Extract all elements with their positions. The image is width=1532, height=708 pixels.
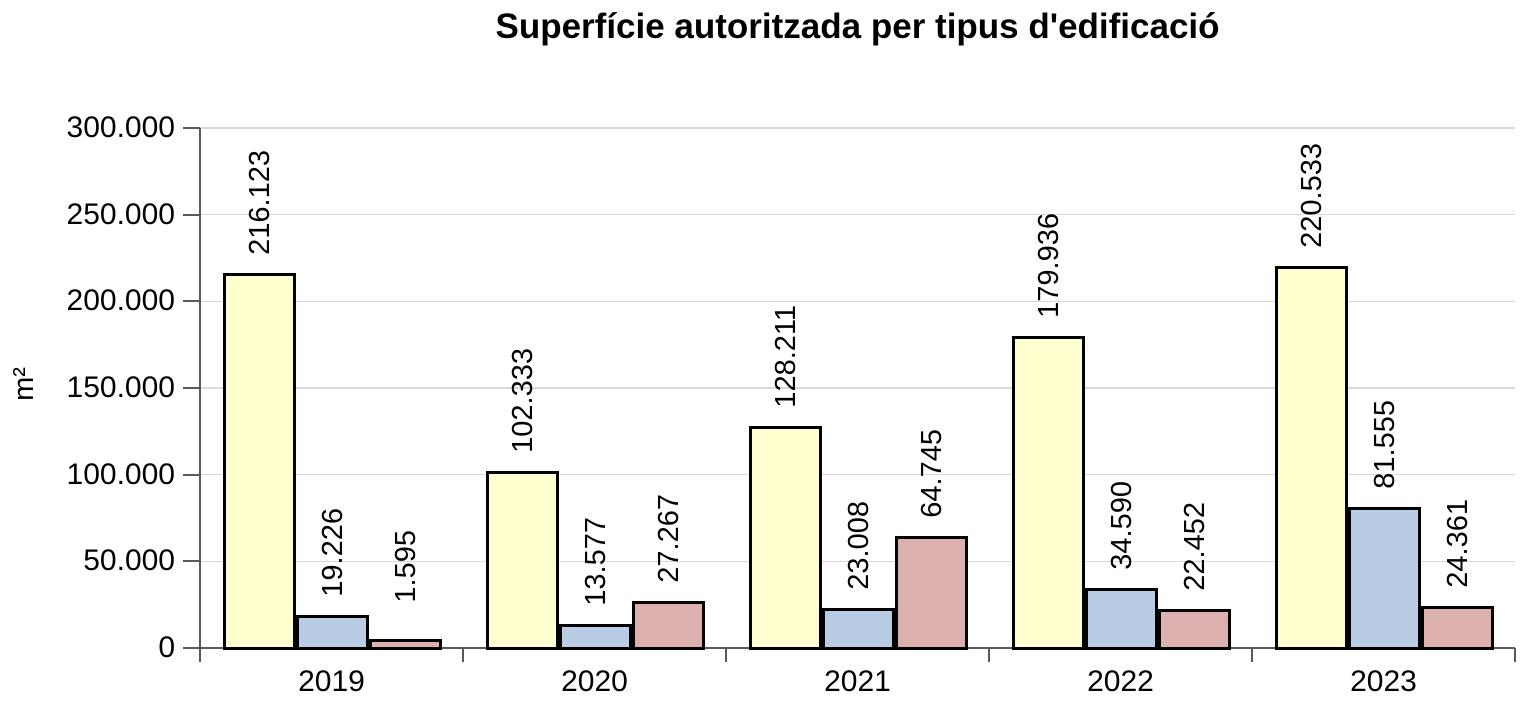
chart-title: Superfície autoritzada per tipus d'edifi… [495,7,1220,46]
y-axis-tick-label: 100.000 [66,457,175,491]
y-axis-tick-label: 200.000 [66,284,175,318]
bar-value-label: 216.123 [243,150,276,255]
y-tick-mark [183,560,200,563]
x-tick-mark [988,648,990,662]
bar-value-label: 34.590 [1105,481,1138,570]
bar-serie-rosa-2019 [369,639,442,650]
bar-serie-blava-2019 [296,615,369,650]
x-axis-category-label: 2019 [298,665,365,698]
bar-value-label: 27.267 [652,494,685,583]
x-tick-mark [1251,648,1253,662]
gridline [200,300,1515,303]
bar-value-label: 24.361 [1441,499,1474,588]
bar-value-label: 23.008 [842,501,875,590]
y-tick-mark [183,473,200,476]
y-axis-line [199,128,201,662]
x-tick-mark [1514,648,1516,662]
gridline [200,213,1515,216]
bar-serie-groga-2021 [749,426,822,650]
y-tick-mark [183,387,200,389]
gridline [200,127,1515,129]
y-axis-tick-label: 150.000 [66,371,175,404]
bar-serie-blava-2023 [1348,507,1421,650]
x-axis-category-label: 2023 [1350,665,1417,698]
bar-value-label: 13.577 [579,517,612,606]
bar-serie-rosa-2023 [1421,606,1494,650]
bar-value-label: 1.595 [389,530,422,603]
bar-value-label: 179.936 [1032,213,1065,318]
bar-serie-rosa-2021 [895,536,968,650]
bar-value-label: 102.333 [506,348,539,453]
x-tick-mark [462,648,464,662]
y-axis-tick-label: 50.000 [83,544,175,578]
bar-serie-groga-2020 [486,471,559,650]
bar-serie-groga-2023 [1275,266,1348,650]
bar-serie-groga-2019 [223,273,296,650]
bar-value-label: 81.555 [1368,400,1401,489]
bar-serie-groga-2022 [1012,336,1085,650]
gridline [200,473,1515,476]
y-axis-tick-label: 250.000 [66,197,175,231]
gridline [200,560,1515,563]
y-axis-tick-label: 0 [158,631,175,664]
y-axis-tick-label: 300.000 [66,111,175,144]
x-axis-category-label: 2021 [824,665,891,698]
bar-value-label: 220.533 [1295,143,1328,248]
x-tick-mark [725,648,727,662]
bar-serie-rosa-2020 [632,601,705,650]
bar-serie-blava-2020 [559,624,632,650]
y-tick-mark [183,213,200,216]
bar-value-label: 19.226 [316,508,349,597]
x-axis-category-label: 2020 [561,665,628,698]
bar-value-label: 64.745 [915,429,948,518]
bar-value-label: 128.211 [769,305,802,408]
x-axis-category-label: 2022 [1087,665,1154,698]
bar-serie-rosa-2022 [1158,609,1231,650]
gridline [200,387,1515,389]
bar-serie-blava-2021 [822,608,895,650]
y-tick-mark [183,127,200,129]
bar-value-label: 22.452 [1178,502,1211,591]
y-tick-mark [183,300,200,303]
bar-serie-blava-2022 [1085,588,1158,650]
